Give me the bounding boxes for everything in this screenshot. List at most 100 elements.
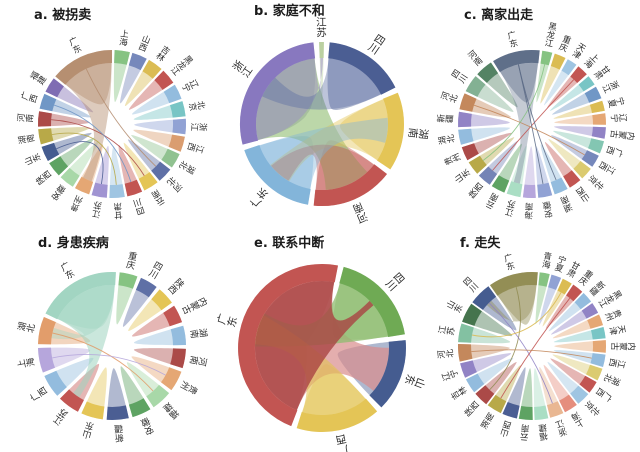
province-label: 州 — [602, 311, 614, 323]
province-arc — [118, 272, 138, 289]
province-label: 川 — [132, 196, 143, 208]
province-arc — [244, 145, 311, 205]
province-label: 甘 — [113, 209, 123, 221]
province-arc — [239, 42, 316, 145]
province-arc — [128, 398, 151, 418]
province-label: 广 — [506, 29, 517, 42]
province-label: 天 — [615, 325, 626, 336]
province-label: 四 — [134, 204, 145, 216]
province-label: 河 — [436, 349, 448, 359]
province-label: 南 — [525, 200, 534, 211]
province-arc — [518, 406, 533, 421]
province-label: 重 — [127, 250, 138, 264]
province-label: 东 — [30, 151, 44, 163]
flow-ribbon — [262, 58, 381, 110]
province-label: 南 — [187, 355, 200, 366]
province-label: 蒙 — [617, 342, 628, 351]
province-arc — [163, 305, 182, 327]
province-label: 州 — [73, 192, 85, 205]
flow-ribbon — [57, 285, 115, 398]
flow-ribbon — [486, 284, 537, 323]
flow-chord — [51, 132, 117, 185]
province-arc — [81, 401, 105, 420]
province-label: 河 — [354, 209, 369, 224]
province-arc — [38, 347, 55, 373]
province-label: 内 — [624, 131, 636, 141]
province-label: 河 — [439, 90, 452, 102]
province-arc — [462, 303, 482, 326]
chord-diagram-f-missing: 青海 宁夏 甘肃 重庆 新疆 黑龙江贵州天津内蒙古江西湖北广西北京上海浙江福建云南山西湖南… — [436, 251, 637, 442]
province-label: 浙 — [556, 425, 568, 438]
province-label: 辽 — [441, 370, 453, 382]
province-label: 海 — [524, 209, 533, 220]
province-label: 东 — [225, 315, 240, 329]
province-arc — [170, 325, 186, 346]
flow-ribbon — [271, 144, 374, 190]
province-arc — [466, 373, 485, 393]
province-label: 安 — [543, 207, 553, 219]
province-arc — [465, 76, 486, 97]
province-arc — [369, 340, 406, 408]
province-label: 江 — [438, 324, 449, 335]
flow-ribbon — [255, 280, 374, 411]
province-arc — [559, 394, 577, 413]
province-arc — [319, 41, 324, 58]
province-label: 湖 — [416, 128, 429, 140]
flow-chord — [517, 64, 544, 185]
province-arc — [45, 78, 64, 98]
flow-chord — [492, 79, 575, 171]
province-arc — [460, 360, 477, 378]
flow-chord — [471, 292, 562, 338]
province-label: 东 — [505, 260, 516, 273]
province-label: 新 — [114, 431, 124, 444]
province-label: 西 — [137, 42, 149, 54]
province-label: 西 — [28, 93, 40, 104]
province-arc — [591, 327, 606, 340]
province-arc — [570, 66, 587, 83]
province-label: 江 — [316, 17, 327, 29]
province-arc — [590, 353, 606, 367]
province-arc — [37, 111, 52, 127]
flow-chord — [482, 64, 546, 161]
province-arc — [41, 142, 60, 161]
flow-chord — [52, 332, 154, 392]
province-arc — [168, 134, 185, 152]
province-arc — [142, 59, 162, 79]
flow-ribbon — [500, 63, 538, 184]
province-label: 四 — [151, 261, 164, 274]
province-arc — [589, 100, 605, 113]
flow-ribbon — [256, 57, 323, 140]
province-arc — [151, 161, 171, 181]
province-arc — [566, 284, 583, 302]
province-arc — [91, 182, 108, 198]
province-label: 湖 — [438, 135, 449, 145]
province-arc — [238, 263, 338, 427]
province-arc — [328, 42, 396, 95]
province-label: 州 — [451, 151, 464, 163]
province-label: 西 — [185, 141, 197, 152]
province-arc — [459, 93, 477, 112]
province-label: 北 — [194, 100, 206, 111]
province-label: 广 — [68, 35, 80, 49]
province-arc — [506, 181, 523, 198]
province-arc — [490, 271, 538, 296]
province-label: 南 — [406, 127, 420, 139]
flow-ribbon — [270, 99, 388, 182]
province-arc — [563, 170, 581, 188]
province-arc — [172, 118, 186, 135]
province-label: 南 — [558, 193, 570, 206]
province-label: 徽 — [541, 199, 552, 211]
province-label: 湖 — [609, 375, 622, 387]
province-label: 西 — [603, 144, 615, 155]
province-arc — [313, 164, 387, 207]
province-label: 湖 — [18, 135, 29, 145]
province-arc — [493, 50, 540, 73]
province-arc — [154, 70, 174, 90]
province-label: 苏 — [445, 326, 457, 337]
province-arc — [573, 161, 591, 179]
province-label: 北 — [448, 93, 460, 105]
province-label: 北 — [445, 348, 456, 358]
province-label: 湖 — [562, 201, 574, 214]
